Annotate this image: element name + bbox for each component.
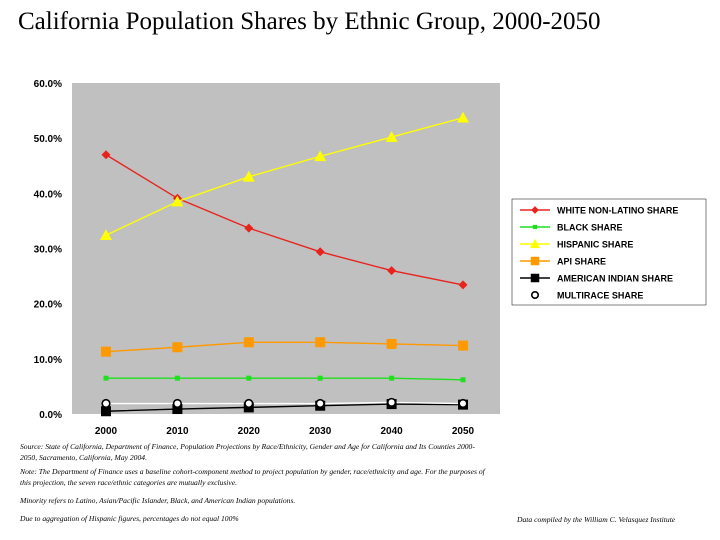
- x-tick-label: 2030: [309, 426, 332, 437]
- x-tick-label: 2020: [238, 426, 261, 437]
- data-point: [172, 404, 183, 415]
- data-point: [460, 377, 466, 383]
- data-point: [315, 247, 325, 257]
- x-tick-label: 2000: [95, 426, 118, 437]
- data-point: [172, 342, 183, 353]
- data-point: [244, 223, 254, 233]
- data-point: [317, 375, 323, 381]
- data-point: [458, 280, 468, 290]
- legend-label: BLACK SHARE: [557, 223, 623, 233]
- data-point: [315, 398, 325, 409]
- series-line: [105, 341, 464, 353]
- x-axis: 2000 2010 2020 2030 2040 2050: [95, 426, 475, 437]
- legend-box: [511, 198, 707, 306]
- series-markers: [100, 111, 469, 417]
- x-tick-label: 2040: [380, 426, 403, 437]
- series-lines: [105, 117, 464, 412]
- y-tick-label: 50.0%: [34, 134, 62, 145]
- y-tick-label: 20.0%: [34, 300, 62, 311]
- legend-item: MULTIRACE SHARE: [520, 291, 643, 301]
- legend-label: MULTIRACE SHARE: [557, 291, 643, 301]
- data-point: [389, 375, 395, 381]
- x-tick-label: 2050: [452, 426, 475, 437]
- legend-item: WHITE NON-LATINO SHARE: [520, 206, 678, 216]
- method-note: Note: The Department of Finance uses a b…: [20, 467, 485, 487]
- legend-marker: [530, 273, 540, 283]
- legend-label: AMERICAN INDIAN SHARE: [557, 274, 673, 284]
- series-line: [106, 401, 464, 405]
- data-point: [458, 398, 468, 409]
- data-point: [174, 375, 180, 381]
- data-point: [103, 375, 109, 381]
- legend-marker: [532, 224, 538, 230]
- data-point: [243, 337, 254, 348]
- data-point: [385, 131, 398, 142]
- y-tick-label: 10.0%: [34, 355, 62, 366]
- series-line: [106, 377, 464, 381]
- data-point: [101, 406, 111, 417]
- y-tick-label: 60.0%: [34, 79, 62, 90]
- rounding-note: Due to aggregation of Hispanic figures, …: [20, 514, 239, 523]
- legend-marker: [529, 238, 541, 249]
- y-tick-label: 40.0%: [34, 189, 62, 200]
- data-point: [101, 150, 111, 160]
- legend-label: HISPANIC SHARE: [557, 240, 633, 250]
- data-point: [101, 398, 111, 409]
- y-tick-label: 0.0%: [39, 410, 62, 421]
- series-line: [105, 154, 464, 286]
- data-point: [457, 111, 469, 123]
- series-line: [105, 117, 464, 236]
- data-point: [244, 398, 254, 409]
- minority-note: Minority refers to Latino, Asian/Pacific…: [20, 496, 296, 505]
- legend-marker: [530, 290, 540, 300]
- series-line: [105, 403, 464, 412]
- y-tick-label: 30.0%: [34, 245, 62, 256]
- legend-item: AMERICAN INDIAN SHARE: [520, 274, 673, 284]
- data-point: [315, 337, 326, 348]
- data-point: [458, 340, 468, 351]
- legend-marker: [530, 256, 540, 266]
- legend: WHITE NON-LATINO SHARE BLACK SHARE HISPANI…: [511, 198, 707, 306]
- legend-item: API SHARE: [520, 257, 606, 267]
- data-point: [242, 170, 255, 182]
- credit-note: Data compiled by the William C. Velasque…: [517, 515, 676, 524]
- chart-title: California Population Shares by Ethnic G…: [18, 8, 601, 35]
- data-point: [314, 150, 327, 162]
- y-axis: 0.0% 10.0% 20.0% 30.0% 40.0% 50.0% 60.0%: [34, 79, 62, 421]
- source-note: Source: State of California, Department …: [20, 442, 475, 462]
- data-point: [387, 266, 397, 276]
- legend-label: API SHARE: [557, 257, 606, 267]
- legend-marker: [531, 206, 539, 214]
- data-point: [100, 229, 112, 241]
- data-point: [246, 375, 252, 381]
- legend-item: HISPANIC SHARE: [520, 238, 633, 250]
- legend-item: BLACK SHARE: [520, 223, 623, 233]
- data-point: [386, 338, 397, 349]
- plot-area: [72, 83, 500, 414]
- data-point: [171, 195, 184, 207]
- data-point: [387, 397, 397, 408]
- data-point: [172, 398, 182, 409]
- legend-label: WHITE NON-LATINO SHARE: [557, 206, 678, 216]
- data-point: [101, 346, 111, 357]
- x-tick-label: 2010: [166, 426, 189, 437]
